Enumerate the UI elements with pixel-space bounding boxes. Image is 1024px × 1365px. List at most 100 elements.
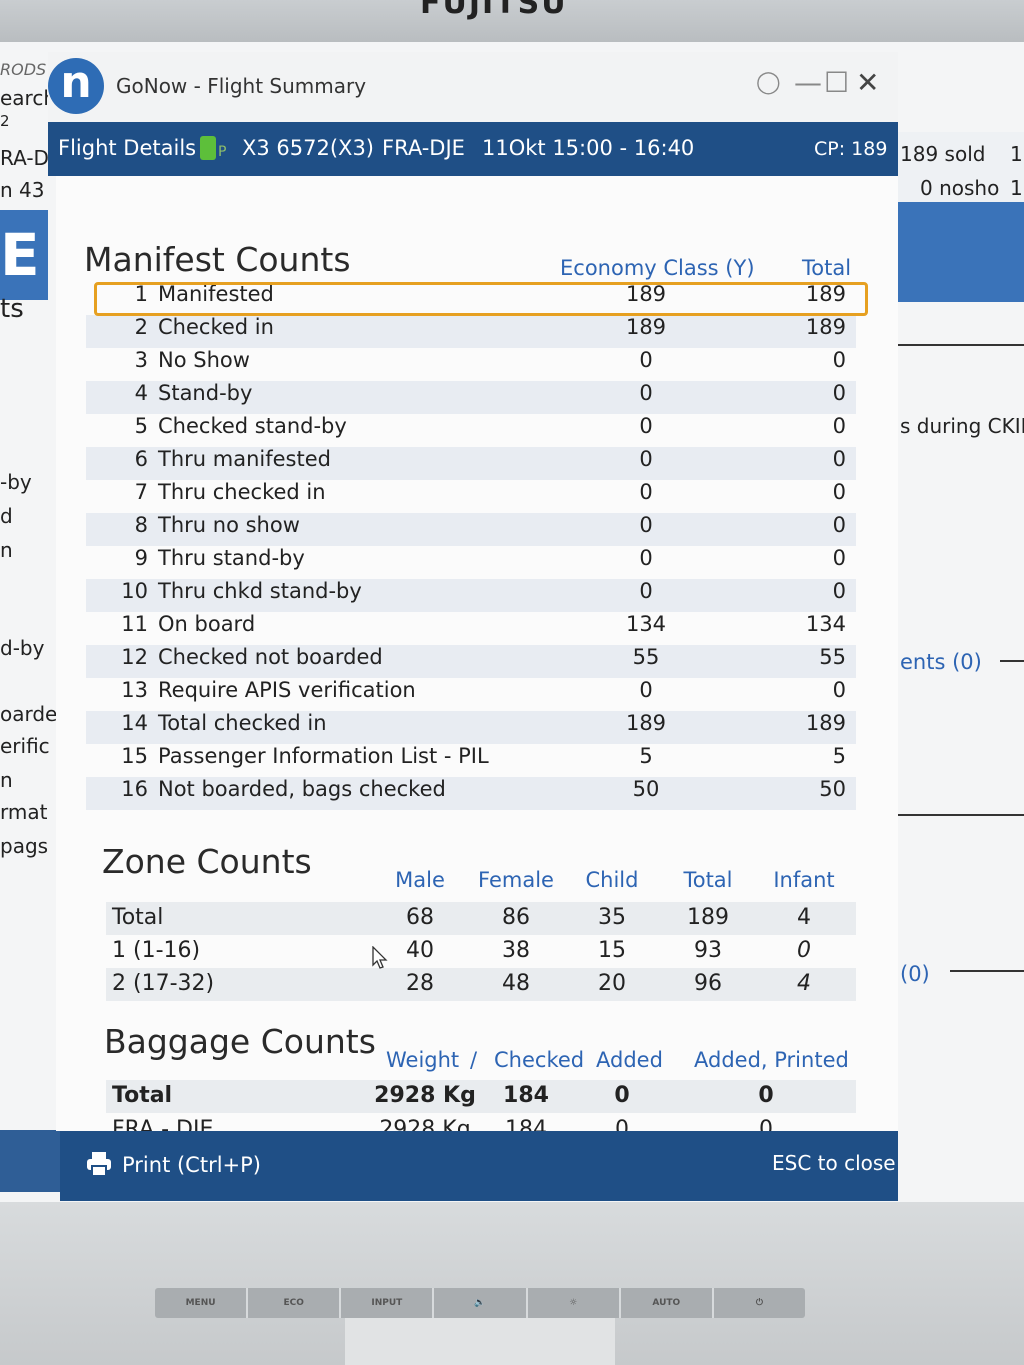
baggage-added: 0 <box>614 1083 630 1108</box>
zone-infant: 0 <box>797 938 811 963</box>
monitor-eco-button[interactable]: ECO <box>248 1288 342 1318</box>
manifest-row[interactable]: 10 Thru chkd stand-by 0 0 <box>86 579 856 612</box>
zone-row-label: 1 (1-16) <box>112 938 201 963</box>
manifest-row[interactable]: 16 Not boarded, bags checked 50 50 <box>86 777 856 810</box>
manifest-row[interactable]: 7 Thru checked in 0 0 <box>86 480 856 513</box>
manifest-row-label: Thru stand-by <box>158 546 305 570</box>
zone-male: 28 <box>406 971 434 996</box>
manifest-row[interactable]: 4 Stand-by 0 0 <box>86 381 856 414</box>
manifest-row-economy: 0 <box>639 414 653 438</box>
bg-comments-link[interactable]: ents (0) <box>900 650 982 674</box>
bg-fragment[interactable]: earch <box>0 86 57 110</box>
manifest-row[interactable]: 11 On board 134 134 <box>86 612 856 645</box>
zone-row-label: Total <box>112 905 164 930</box>
manifest-row-number: 6 <box>134 447 148 471</box>
bg-fragment: d-by <box>0 636 45 660</box>
zone-title: Zone Counts <box>102 842 312 881</box>
zone-row: 1 (1-16) 40 38 15 93 0 <box>106 935 856 968</box>
manifest-row[interactable]: 1 Manifested 189 189 <box>86 282 856 315</box>
divider <box>898 344 1024 346</box>
manifest-row-label: Thru chkd stand-by <box>158 579 362 603</box>
selected-row-highlight <box>94 282 868 316</box>
manifest-row-label: Require APIS verification <box>158 678 416 702</box>
manifest-row-number: 15 <box>121 744 148 768</box>
minimize-button[interactable]: — <box>794 66 822 99</box>
monitor-input-button[interactable]: INPUT <box>341 1288 435 1318</box>
baggage-row-label: Total <box>112 1083 173 1108</box>
flight-summary-dialog: n GoNow - Flight Summary ◯ — ☐ ✕ Flight … <box>48 52 898 1202</box>
manifest-row[interactable]: 3 No Show 0 0 <box>86 348 856 381</box>
col-economy: Economy Class (Y) <box>560 256 755 280</box>
print-button[interactable]: Print (Ctrl+P) <box>122 1153 261 1177</box>
monitor-brightness-button[interactable]: ☼ <box>528 1288 621 1318</box>
zone-row: Total 68 86 35 189 4 <box>106 902 856 935</box>
manifest-row-economy: 55 <box>632 645 660 669</box>
zone-female: 86 <box>502 905 530 930</box>
manifest-row-economy: 50 <box>632 777 660 801</box>
tag-icon <box>200 136 216 160</box>
manifest-row-number: 3 <box>134 348 148 372</box>
zone-total: 96 <box>694 971 722 996</box>
manifest-row-economy: 0 <box>639 678 653 702</box>
zone-infant: 4 <box>797 971 811 996</box>
manifest-row[interactable]: 8 Thru no show 0 0 <box>86 513 856 546</box>
monitor-menu-button[interactable]: MENU <box>155 1288 249 1318</box>
bg-fragment: oarde <box>0 702 58 726</box>
bg-fragment: 2 <box>0 112 10 130</box>
dialog-titlebar[interactable]: n GoNow - Flight Summary ◯ — ☐ ✕ <box>48 52 898 122</box>
bg-fragment: RODS <box>0 60 47 79</box>
col-added-printed: Added, Printed <box>694 1048 849 1072</box>
manifest-row-total: 0 <box>832 480 846 504</box>
manifest-row-total: 50 <box>819 777 846 801</box>
manifest-row-label: Passenger Information List - PIL <box>158 744 489 768</box>
manifest-row-number: 2 <box>134 315 148 339</box>
monitor-bezel-top: FUJITSU <box>0 0 1024 42</box>
close-button[interactable]: ✕ <box>856 66 880 99</box>
manifest-row[interactable]: 9 Thru stand-by 0 0 <box>86 546 856 579</box>
monitor-power-button[interactable]: ⏻ <box>755 1298 763 1308</box>
zone-total: 189 <box>687 905 729 930</box>
bg-fragment: n <box>0 768 13 792</box>
manifest-row[interactable]: 13 Require APIS verification 0 0 <box>86 678 856 711</box>
manifest-row-number: 13 <box>121 678 148 702</box>
manifest-row[interactable]: 15 Passenger Information List - PIL 5 5 <box>86 744 856 777</box>
dialog-footer: Print (Ctrl+P) ESC to close <box>60 1131 898 1201</box>
manifest-row-number: 7 <box>134 480 148 504</box>
bg-sold-extra: 1 <box>1010 142 1023 166</box>
manifest-row-economy: 189 <box>625 711 667 735</box>
manifest-row-label: Thru no show <box>158 513 300 537</box>
baggage-title: Baggage Counts <box>104 1022 376 1061</box>
bg-fragment: d <box>0 504 13 528</box>
baggage-added-printed: 0 <box>758 1083 774 1108</box>
manifest-row-economy: 0 <box>639 579 653 603</box>
monitor-brand: FUJITSU <box>420 0 568 21</box>
screen: RODS earch 2 RA-D n 43 E ts -by d n d-by… <box>0 42 1024 1202</box>
manifest-row-economy: 0 <box>639 381 653 405</box>
printer-icon[interactable] <box>84 1149 114 1179</box>
manifest-row-total: 0 <box>832 348 846 372</box>
bg-fragment: n <box>0 538 13 562</box>
manifest-row-number: 11 <box>121 612 148 636</box>
monitor-volume-button[interactable]: 🔈 <box>434 1288 528 1318</box>
manifest-row[interactable]: 5 Checked stand-by 0 0 <box>86 414 856 447</box>
bg-fragment-big: E <box>0 210 48 300</box>
manifest-row[interactable]: 6 Thru manifested 0 0 <box>86 447 856 480</box>
refresh-icon[interactable]: ◯ <box>756 70 781 95</box>
col-male: Male <box>395 868 445 892</box>
manifest-row-total: 0 <box>832 447 846 471</box>
manifest-row-total: 0 <box>832 414 846 438</box>
esc-close-hint[interactable]: ESC to close <box>772 1151 896 1175</box>
manifest-row[interactable]: 14 Total checked in 189 189 <box>86 711 856 744</box>
manifest-row[interactable]: 2 Checked in 189 189 <box>86 315 856 348</box>
flight-route: FRA-DJE <box>382 136 465 160</box>
manifest-row-economy: 189 <box>625 282 667 306</box>
zone-infant: 4 <box>797 905 811 930</box>
manifest-row-label: Manifested <box>158 282 274 306</box>
manifest-title: Manifest Counts <box>84 240 351 279</box>
maximize-button[interactable]: ☐ <box>824 66 850 99</box>
bg-fragment: erific <box>0 734 50 758</box>
monitor-auto-button[interactable]: AUTO <box>621 1288 714 1318</box>
bg-zero-link[interactable]: (0) <box>900 962 930 986</box>
manifest-row[interactable]: 12 Checked not boarded 55 55 <box>86 645 856 678</box>
tag-letter: P <box>218 144 227 160</box>
